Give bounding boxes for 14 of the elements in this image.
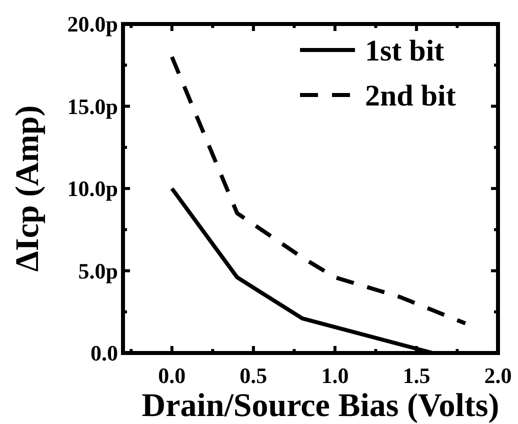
x-tick-label: 2.0 xyxy=(484,363,512,388)
y-axis-title: ΔIcp (Amp) xyxy=(10,105,46,272)
y-tick-label: 5.0p xyxy=(78,258,118,284)
x-axis-title: Drain/Source Bias (Volts) xyxy=(142,388,500,424)
y-tick-label: 0.0 xyxy=(90,340,118,366)
y-tick-label: 15.0p xyxy=(67,94,118,119)
x-tick-label: 1.5 xyxy=(402,363,430,388)
x-tick-label: 0.5 xyxy=(240,363,268,388)
legend-label: 1st bit xyxy=(365,34,444,68)
y-tick-label: 20.0p xyxy=(67,12,118,37)
y-tick-label: 10.0p xyxy=(67,176,118,202)
x-tick-label: 1.0 xyxy=(321,363,349,388)
x-tick-label: 0.0 xyxy=(158,363,186,388)
legend-label: 2nd bit xyxy=(365,80,456,112)
